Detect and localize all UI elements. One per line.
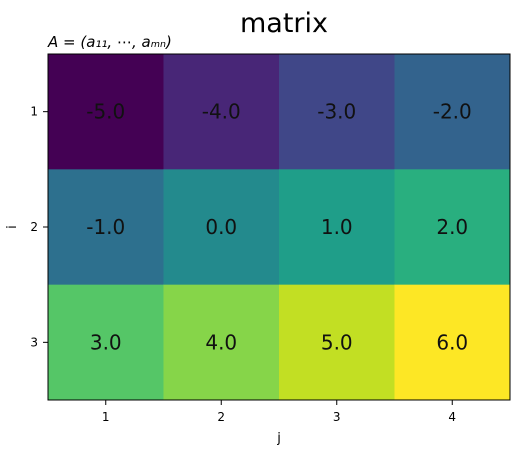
chart-title: matrix (240, 8, 328, 39)
cell-value-label: -5.0 (86, 100, 125, 124)
x-tick-label: 3 (333, 410, 341, 424)
heatmap-cell (279, 169, 395, 286)
y-tick-label: 1 (30, 105, 38, 119)
heatmap-cell (279, 54, 395, 170)
heatmap-cell (394, 54, 511, 170)
cell-value-label: -1.0 (86, 215, 125, 239)
y-axis-label: i (5, 225, 20, 229)
cell-value-label: 0.0 (205, 215, 237, 239)
heatmap-cell (394, 284, 511, 401)
cell-value-label: 5.0 (321, 330, 353, 354)
cell-value-label: 6.0 (436, 330, 468, 354)
cell-value-label: 3.0 (90, 330, 122, 354)
heatmap-cell (163, 54, 280, 170)
cell-value-label: -4.0 (202, 100, 241, 124)
cell-value-label: -2.0 (433, 100, 472, 124)
heatmap-cells (48, 54, 511, 401)
cell-value-label: -3.0 (317, 100, 356, 124)
y-axis-ticks: 1 2 3 (30, 105, 48, 349)
cell-value-label: 1.0 (321, 215, 353, 239)
x-tick-label: 1 (102, 410, 110, 424)
x-tick-label: 2 (217, 410, 225, 424)
heatmap-cell (394, 169, 511, 286)
heatmap-cell (48, 54, 164, 170)
heatmap-cell (163, 169, 280, 286)
x-axis-ticks: 1 2 3 4 (102, 400, 456, 424)
y-tick-label: 3 (30, 335, 38, 349)
y-tick-label: 2 (30, 220, 38, 234)
cell-value-labels: -5.0 -4.0 -3.0 -2.0 -1.0 0.0 1.0 2.0 3.0 4.0 5.0 6.… (86, 100, 472, 355)
cell-value-label: 4.0 (205, 330, 237, 354)
heatmap-cell (48, 169, 164, 286)
heatmap-cell (279, 284, 395, 401)
x-axis-label: j (276, 431, 281, 446)
x-tick-label: 4 (448, 410, 456, 424)
cell-value-label: 2.0 (436, 215, 468, 239)
heatmap-cell (48, 284, 164, 401)
heatmap-cell (163, 284, 280, 401)
chart-subtitle: A = (a₁₁, ⋯, aₘₙ) (47, 33, 172, 51)
